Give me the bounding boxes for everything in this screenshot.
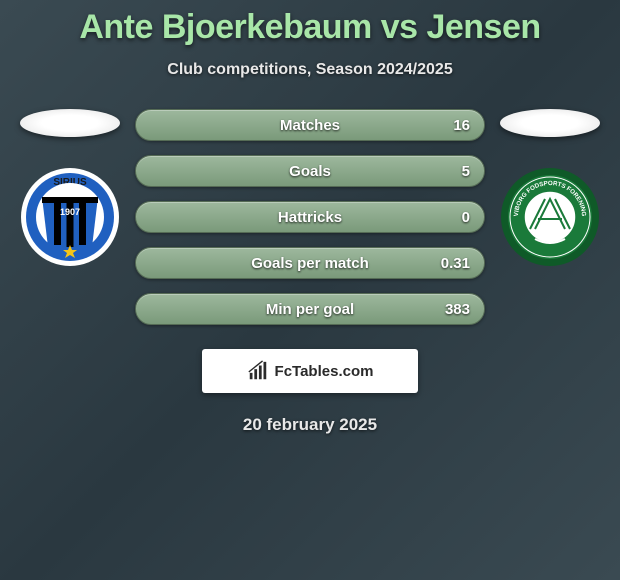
left-player-name-oval <box>20 109 120 137</box>
stat-label: Goals <box>289 163 331 180</box>
footer-date: 20 february 2025 <box>0 415 620 435</box>
stat-value-right: 5 <box>462 163 470 180</box>
stat-label: Hattricks <box>278 209 342 226</box>
left-club-badge: SIRIUS 1907 <box>20 167 120 267</box>
stat-label: Matches <box>280 117 340 134</box>
stat-pill-goals-per-match: Goals per match 0.31 <box>135 247 485 279</box>
stat-pill-min-per-goal: Min per goal 383 <box>135 293 485 325</box>
stat-pill-hattricks: Hattricks 0 <box>135 201 485 233</box>
attribution-box[interactable]: FcTables.com <box>202 349 418 393</box>
right-player-column: VIBORG FODSPORTS FORENING <box>495 109 605 267</box>
stat-label: Min per goal <box>266 301 354 318</box>
right-player-name-oval <box>500 109 600 137</box>
left-player-column: SIRIUS 1907 <box>15 109 125 267</box>
stat-pill-goals: Goals 5 <box>135 155 485 187</box>
stat-pill-matches: Matches 16 <box>135 109 485 141</box>
comparison-row: SIRIUS 1907 Matches 16 Goals <box>0 109 620 325</box>
infographic-container: Ante Bjoerkebaum vs Jensen Club competit… <box>0 0 620 435</box>
stat-value-right: 0 <box>462 209 470 226</box>
chart-icon <box>247 360 269 382</box>
stat-value-right: 16 <box>453 117 470 134</box>
attribution-text: FcTables.com <box>275 363 374 380</box>
sirius-badge-icon: SIRIUS 1907 <box>20 167 120 267</box>
stat-value-right: 383 <box>445 301 470 318</box>
right-club-badge: VIBORG FODSPORTS FORENING <box>500 167 600 267</box>
subtitle: Club competitions, Season 2024/2025 <box>0 61 620 79</box>
stat-label: Goals per match <box>251 255 369 272</box>
stat-value-right: 0.31 <box>441 255 470 272</box>
page-title: Ante Bjoerkebaum vs Jensen <box>0 8 620 47</box>
stats-column: Matches 16 Goals 5 Hattricks 0 Goals per… <box>135 109 485 325</box>
svg-text:1907: 1907 <box>60 207 80 217</box>
viborg-badge-icon: VIBORG FODSPORTS FORENING <box>500 167 600 267</box>
